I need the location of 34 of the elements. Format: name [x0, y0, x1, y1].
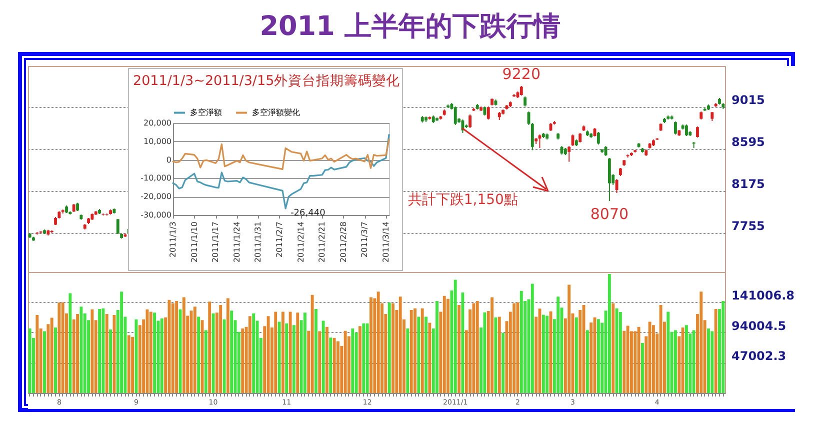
legend-label: 多空淨額 [190, 108, 222, 117]
y-tick-label: 8175 [732, 177, 765, 191]
annotation: 8070 [590, 205, 629, 223]
x-tick-label: 2011/1/10 [190, 222, 199, 263]
annotation: 共計下跌1,150點 [408, 192, 518, 208]
chart-title: 2011 上半年的下跌行情 [258, 10, 562, 44]
line-series [172, 134, 390, 210]
y-tick-label: 47002.3 [732, 349, 786, 364]
y-tick-label: 141006.8 [732, 288, 795, 303]
x-tick-label: 2011/1/17 [211, 222, 220, 263]
x-tick-label: 2011/2/28 [338, 222, 348, 263]
legend-label: 多空淨額變化 [252, 108, 300, 117]
x-tick-label: 2011/1/31 [254, 222, 263, 263]
x-tick-label: 2011/1/3 [168, 222, 178, 258]
x-tick-label: 2011/2/21 [318, 222, 327, 263]
y-tick-label: -30,000 [140, 210, 172, 220]
line-series [172, 138, 390, 170]
y-tick-label: 94004.5 [732, 318, 786, 333]
chart-title: 2011/1/3~2011/3/15外資台指期籌碼變化 [133, 73, 400, 89]
y-tick-label: 0 [166, 155, 172, 164]
y-tick-label: 7755 [732, 219, 765, 233]
x-tick-label: 2011/3/7 [360, 222, 370, 258]
x-tick-label: 2011/2/14 [296, 222, 306, 263]
y-tick-label: 20,000 [144, 118, 172, 128]
y-tick-label: 10,000 [144, 136, 172, 146]
x-tick-label: 2011/2/7 [274, 222, 284, 258]
x-tick-label: 2011/3/14 [381, 222, 390, 263]
annotation: -26,440 [290, 208, 326, 218]
annotation: 9220 [502, 65, 540, 83]
x-tick-label: 2011/1/24 [232, 222, 242, 263]
y-tick-label: -20,000 [140, 192, 172, 202]
y-tick-label: -10,000 [140, 174, 172, 183]
y-tick-label: 8595 [732, 135, 765, 149]
y-tick-label: 9015 [732, 93, 765, 107]
